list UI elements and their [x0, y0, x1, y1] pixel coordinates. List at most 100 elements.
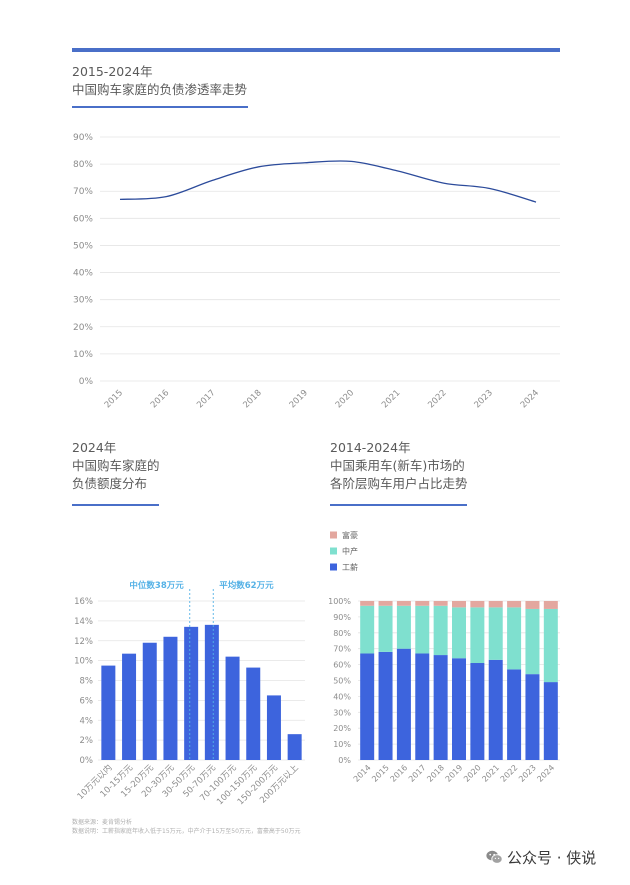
line-chart-title-subject: 中国购车家庭的负债渗透率走势 [72, 82, 248, 97]
legend-label: 工薪 [342, 562, 358, 572]
x-tick-label: 2015 [103, 388, 125, 410]
bar-chart-title-period: 2024年 [72, 440, 117, 455]
y-tick-label: 10% [333, 740, 351, 749]
x-tick-label: 2016 [389, 763, 410, 784]
stacked-bar-segment [507, 669, 522, 760]
stacked-chart-title: 2014-2024年 中国乘用车(新车)市场的 各阶层购车用户占比走势 [330, 439, 468, 493]
stacked-bar-segment [415, 605, 430, 654]
y-tick-label: 90% [333, 613, 351, 622]
line-chart-title-underline [72, 106, 248, 108]
legend-swatch [330, 531, 337, 539]
x-tick-label: 2024 [535, 763, 556, 784]
x-tick-label: 2018 [425, 763, 446, 784]
series-line [119, 160, 537, 203]
footnote: 数据来源：麦肯锡分析 数据说明：工薪指家庭年收入低于15万元，中产介于15万至5… [72, 818, 301, 836]
stacked-bar-segment [452, 607, 466, 659]
bar-chart-title-underline [72, 504, 159, 506]
bar [287, 734, 302, 760]
stacked-bar-segment [507, 607, 522, 670]
debt-amount-bar-chart: 0%2%4%6%8%10%12%14%16%10万元以内10-15万元15-20… [74, 580, 305, 807]
stacked-bar-segment [507, 601, 522, 608]
wechat-icon [486, 850, 503, 864]
legend-swatch [330, 547, 337, 555]
y-tick-label: 20% [333, 724, 351, 733]
bar [204, 624, 219, 760]
buyer-segment-stacked-bar-chart: 0%10%20%30%40%50%60%70%80%90%100%2014201… [328, 530, 560, 784]
stacked-bar-segment [415, 601, 430, 606]
stacked-bar-segment [396, 648, 411, 760]
stacked-bar-segment [452, 601, 466, 608]
y-tick-label: 50% [73, 241, 93, 251]
footnote-note: 数据说明：工薪指家庭年收入低于15万元，中产介于15万至50万元，富豪高于50万… [72, 828, 301, 835]
x-tick-label: 2023 [473, 388, 495, 410]
y-tick-label: 60% [333, 661, 351, 670]
stacked-bar-segment [543, 601, 558, 609]
line-chart-title: 2015-2024年 中国购车家庭的负债渗透率走势 [72, 63, 247, 99]
x-tick-label: 2019 [444, 763, 465, 784]
y-tick-label: 14% [74, 617, 93, 627]
stacked-bar-segment [360, 605, 375, 654]
stacked-bar-segment [525, 674, 540, 760]
footnote-source: 数据来源：麦肯锡分析 [72, 819, 133, 826]
y-tick-label: 4% [80, 716, 94, 726]
stacked-chart-title-line2: 中国乘用车(新车)市场的 [330, 458, 465, 473]
x-tick-label: 2016 [149, 388, 171, 410]
y-tick-label: 0% [338, 756, 351, 765]
stacked-bar-segment [433, 601, 448, 606]
y-tick-label: 80% [333, 629, 351, 638]
y-tick-label: 20% [73, 323, 93, 333]
stacked-bar-segment [433, 605, 448, 656]
y-tick-label: 0% [80, 756, 94, 766]
y-tick-label: 10% [74, 657, 93, 667]
x-tick-label: 2020 [462, 763, 483, 784]
stacked-bar-segment [360, 653, 375, 760]
bar [122, 653, 137, 760]
bar [246, 667, 261, 760]
x-tick-label: 2022 [499, 763, 520, 784]
bar [225, 656, 240, 760]
stacked-chart-title-line3: 各阶层购车用户占比走势 [330, 476, 468, 491]
stacked-bar-segment [470, 601, 485, 608]
bar-chart-title-line3: 负债额度分布 [72, 476, 148, 491]
stacked-bar-segment [525, 601, 540, 609]
stacked-bar-segment [525, 608, 540, 675]
x-tick-label: 2020 [334, 388, 356, 410]
stacked-bar-segment [396, 605, 411, 649]
x-tick-label: 2017 [407, 763, 428, 784]
legend-label: 富豪 [342, 530, 358, 540]
stacked-bar-segment [543, 608, 558, 683]
bar [142, 642, 157, 760]
stacked-bar-segment [378, 651, 393, 760]
x-tick-label: 2019 [288, 388, 310, 410]
y-tick-label: 40% [73, 269, 93, 279]
y-tick-label: 70% [333, 645, 351, 654]
watermark: 公众号 · 侠说 [486, 847, 596, 867]
y-tick-label: 90% [73, 133, 93, 143]
stacked-bar-segment [433, 655, 448, 760]
stacked-bar-segment [378, 601, 393, 606]
x-tick-label: 2022 [426, 388, 448, 410]
annotation-label: 中位数38万元 [129, 580, 184, 591]
x-tick-label: 2024 [519, 388, 541, 410]
y-tick-label: 2% [80, 736, 94, 746]
stacked-bar-segment [488, 659, 503, 760]
y-tick-label: 80% [73, 160, 93, 170]
x-tick-label: 2018 [241, 388, 263, 410]
bar [163, 636, 178, 760]
legend-label: 中产 [342, 546, 358, 556]
stacked-bar-segment [415, 653, 430, 760]
y-tick-label: 0% [79, 377, 94, 387]
bar-chart-title-line2: 中国购车家庭的 [72, 458, 160, 473]
y-tick-label: 30% [333, 708, 351, 717]
stacked-bar-segment [488, 607, 503, 660]
x-tick-label: 2017 [195, 388, 217, 410]
y-tick-label: 40% [333, 692, 351, 701]
x-tick-label: 2015 [370, 763, 391, 784]
legend-swatch [330, 563, 337, 571]
y-tick-label: 10% [73, 350, 93, 360]
y-tick-label: 8% [80, 677, 94, 687]
bar [101, 665, 116, 760]
x-tick-label: 2021 [380, 388, 402, 410]
bar [266, 695, 281, 760]
stacked-bar-segment [396, 601, 411, 606]
